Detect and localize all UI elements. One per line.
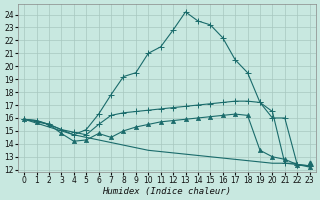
X-axis label: Humidex (Indice chaleur): Humidex (Indice chaleur) [102, 187, 231, 196]
